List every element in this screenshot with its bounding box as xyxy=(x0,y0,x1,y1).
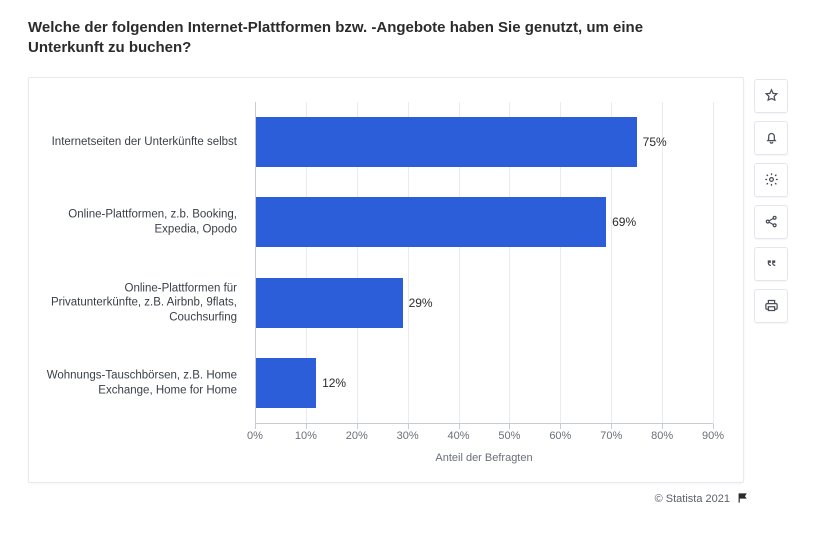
bar-row: 75% xyxy=(255,117,713,167)
x-tick-mark xyxy=(459,424,460,429)
x-tick-mark xyxy=(306,424,307,429)
x-tick-mark xyxy=(611,424,612,429)
share-button[interactable] xyxy=(754,205,788,239)
flag-icon xyxy=(738,493,752,503)
bar-row: 69% xyxy=(255,197,713,247)
category-label: Internetseiten der Unterkünfte selbst xyxy=(45,135,245,149)
notify-button[interactable] xyxy=(754,121,788,155)
x-axis-line xyxy=(255,423,713,424)
x-tick-mark xyxy=(713,424,714,429)
bar xyxy=(255,278,403,328)
x-tick-mark xyxy=(509,424,510,429)
bar-row: 29% xyxy=(255,278,713,328)
quote-icon xyxy=(764,256,779,271)
x-tick-mark xyxy=(357,424,358,429)
bar xyxy=(255,358,316,408)
bar-value-label: 69% xyxy=(612,215,636,229)
print-icon xyxy=(764,298,779,313)
x-tick-mark xyxy=(560,424,561,429)
print-button[interactable] xyxy=(754,289,788,323)
settings-button[interactable] xyxy=(754,163,788,197)
x-tick-label: 60% xyxy=(549,430,571,442)
gridline xyxy=(713,102,714,424)
bar-value-label: 75% xyxy=(643,135,667,149)
footer: © Statista 2021 xyxy=(28,483,788,506)
chart-card: 0% 10% 20% 30% 40% 50% 60% 70% 80% 90% 75% 69% 29% 12… xyxy=(28,77,744,483)
share-icon xyxy=(764,214,779,229)
x-tick-label: 40% xyxy=(448,430,470,442)
bar-value-label: 29% xyxy=(409,296,433,310)
x-tick-label: 0% xyxy=(247,430,263,442)
report-flag-button[interactable] xyxy=(738,493,752,506)
star-icon xyxy=(764,88,779,103)
x-tick-label: 10% xyxy=(295,430,317,442)
category-label: Online-Plattformen für Privatunterkünfte… xyxy=(45,281,245,324)
bar xyxy=(255,117,637,167)
category-label: Wohnungs-Tauschbörsen, z.B. Home Exchang… xyxy=(45,369,245,398)
x-tick-label: 70% xyxy=(600,430,622,442)
x-tick-label: 90% xyxy=(702,430,724,442)
chart-toolbar xyxy=(754,79,788,323)
x-axis-title: Anteil der Befragten xyxy=(255,452,713,464)
favorite-button[interactable] xyxy=(754,79,788,113)
x-tick-label: 20% xyxy=(346,430,368,442)
x-tick-mark xyxy=(255,424,256,429)
x-tick-label: 80% xyxy=(651,430,673,442)
x-tick-label: 50% xyxy=(498,430,520,442)
bell-icon xyxy=(764,130,779,145)
page-title: Welche der folgenden Internet-Plattforme… xyxy=(28,18,668,59)
x-tick-label: 30% xyxy=(397,430,419,442)
copyright-text: © Statista 2021 xyxy=(655,493,730,505)
gear-icon xyxy=(764,172,779,187)
bar-value-label: 12% xyxy=(322,376,346,390)
y-axis-line xyxy=(255,102,256,424)
bar-row: 12% xyxy=(255,358,713,408)
chart-plot: 0% 10% 20% 30% 40% 50% 60% 70% 80% 90% 75% 69% 29% 12… xyxy=(45,94,731,474)
bar xyxy=(255,197,606,247)
x-tick-mark xyxy=(662,424,663,429)
category-label: Online-Plattformen, z.b. Booking, Expedi… xyxy=(45,208,245,237)
x-tick-mark xyxy=(408,424,409,429)
cite-button[interactable] xyxy=(754,247,788,281)
